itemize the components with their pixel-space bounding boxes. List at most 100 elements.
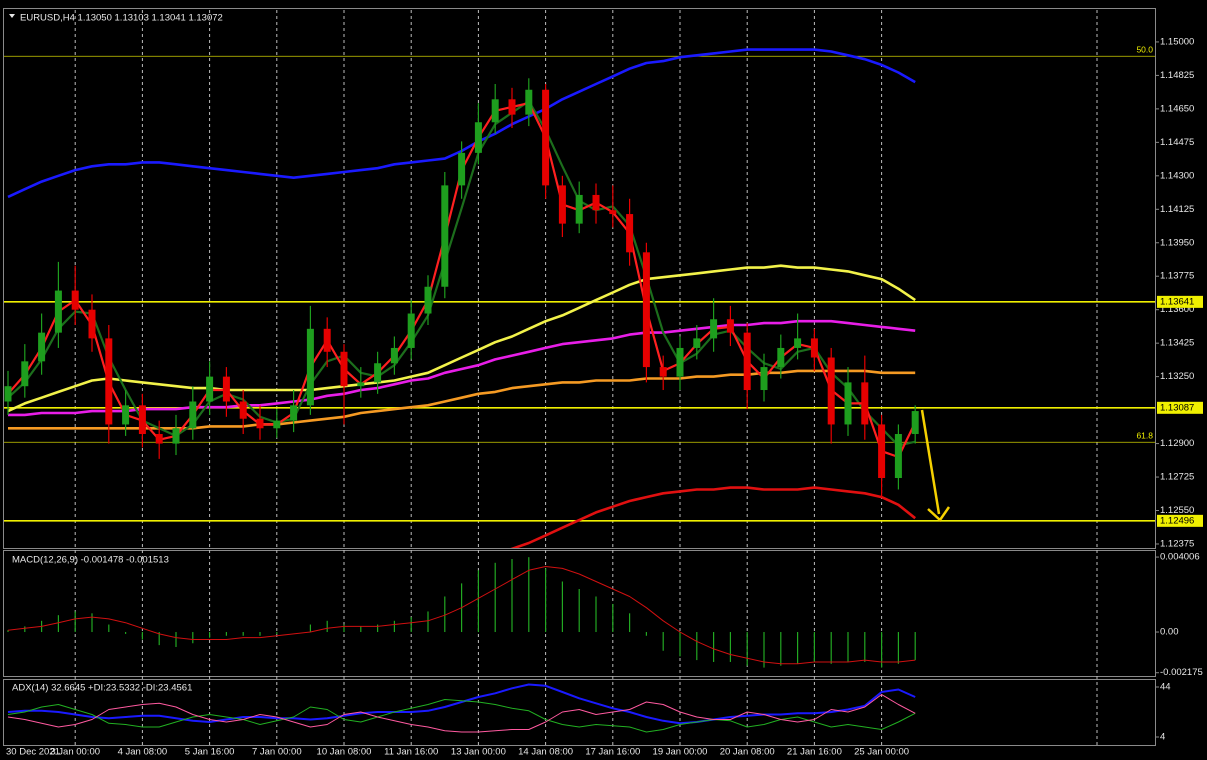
x-tick-label: 25 Jan 00:00 [854, 747, 909, 758]
candle-body [827, 357, 835, 425]
x-tick-label: 20 Jan 08:00 [720, 747, 775, 758]
candle-body [693, 338, 701, 348]
y-tick-label: -0.002175 [1160, 667, 1203, 678]
price-level-label: 1.13641 [1160, 296, 1194, 307]
macd-signal [7, 566, 916, 665]
y-tick-label: 4 [1160, 732, 1165, 743]
candle-body [122, 405, 130, 425]
candle-body [155, 434, 163, 444]
candle-body [878, 424, 886, 479]
candle-body [105, 338, 113, 425]
candle-body [676, 347, 684, 377]
y-tick-label: 1.14650 [1160, 103, 1194, 114]
candle-body [508, 99, 516, 115]
candle-body [290, 405, 298, 421]
candle-body [894, 434, 902, 479]
candle-body [273, 420, 281, 429]
candle-body [659, 367, 667, 377]
candle-body [642, 252, 650, 368]
x-tick-label: 17 Jan 16:00 [585, 747, 640, 758]
x-tick-label: 7 Jan 00:00 [252, 747, 302, 758]
candle-body [794, 338, 802, 348]
candle-body [525, 89, 533, 115]
x-tick-label: 13 Jan 00:00 [451, 747, 506, 758]
candle-body [21, 361, 29, 387]
x-tick-label: 19 Jan 00:00 [653, 747, 708, 758]
y-tick-label: 1.13425 [1160, 338, 1194, 349]
candle-body [441, 185, 449, 287]
candle-body [138, 405, 146, 435]
candle-body [424, 286, 432, 314]
candle-body [340, 351, 348, 387]
y-tick-label: 1.14125 [1160, 204, 1194, 215]
price-level-label: 1.13087 [1160, 402, 1194, 413]
indicator-line [7, 699, 916, 733]
candle-body [323, 328, 331, 352]
candle-body [206, 376, 214, 402]
symbol-menu-arrow[interactable] [9, 14, 15, 18]
x-tick-label: 5 Jan 16:00 [185, 747, 235, 758]
candle-body [458, 152, 466, 186]
adx-panel-border [3, 679, 1156, 746]
adx-title: ADX(14) 32.6645 +DI:23.5332 -DI:23.4561 [12, 683, 192, 694]
y-tick-label: 44 [1160, 682, 1171, 693]
candle-body [407, 313, 415, 348]
x-tick-label: 30 Dec 2021 [6, 747, 60, 758]
candle-body [558, 185, 566, 224]
x-tick-label: 4 Jan 08:00 [118, 747, 168, 758]
candle-body [71, 290, 79, 310]
candle-body [306, 328, 314, 406]
indicator-line [7, 694, 916, 733]
y-tick-label: 1.13250 [1160, 371, 1194, 382]
candle-body [474, 122, 482, 153]
price-level-label: 1.12496 [1160, 515, 1194, 526]
candle-body [911, 411, 919, 435]
macd-panel-border [3, 550, 1156, 677]
candle-body [861, 382, 869, 425]
y-tick-label: 0.00 [1160, 627, 1179, 638]
x-tick-label: 11 Jan 16:00 [384, 747, 438, 758]
candle-body [592, 194, 600, 211]
indicator-line [510, 486, 917, 548]
candle-body [726, 319, 734, 333]
x-tick-label: 10 Jan 08:00 [317, 747, 372, 758]
y-tick-label: 1.14475 [1160, 137, 1194, 148]
candle-body [88, 309, 96, 339]
fib-level-label: 61.8 [1136, 430, 1153, 440]
x-tick-label: 3 Jan 00:00 [50, 747, 100, 758]
candle-body [390, 347, 398, 364]
y-tick-label: 0.004006 [1160, 552, 1200, 563]
y-tick-label: 1.14825 [1160, 70, 1194, 81]
x-tick-label: 14 Jan 08:00 [518, 747, 573, 758]
candle-body [491, 99, 499, 123]
candle-body [575, 194, 583, 224]
candle-body [542, 89, 550, 186]
candle-body [810, 338, 818, 358]
marks-layer [4, 48, 919, 733]
candle-body [743, 332, 751, 391]
candle-body [172, 428, 180, 444]
y-tick-label: 1.12375 [1160, 538, 1194, 549]
candle-body [374, 363, 382, 383]
arrow-shaft [920, 409, 941, 515]
candle-body [710, 319, 718, 339]
main-panel-border [3, 8, 1156, 549]
candle-body [4, 386, 12, 402]
candle-body [54, 290, 62, 333]
y-tick-label: 1.14300 [1160, 170, 1194, 181]
y-tick-label: 1.12550 [1160, 505, 1194, 516]
y-tick-label: 1.13775 [1160, 271, 1194, 282]
forecast-arrow [920, 409, 951, 522]
y-tick-label: 1.13950 [1160, 237, 1194, 248]
candle-body [239, 401, 247, 419]
y-tick-label: 1.15000 [1160, 36, 1194, 47]
candle-body [609, 210, 617, 215]
indicator-line [7, 264, 916, 413]
y-tick-label: 1.13600 [1160, 304, 1194, 315]
candle-body [626, 214, 634, 253]
price-level-box [1157, 401, 1203, 414]
y-tick-label: 1.12900 [1160, 438, 1194, 449]
fib-level-label: 50.0 [1136, 45, 1153, 55]
candle-body [189, 401, 197, 429]
candle-body [38, 332, 46, 362]
